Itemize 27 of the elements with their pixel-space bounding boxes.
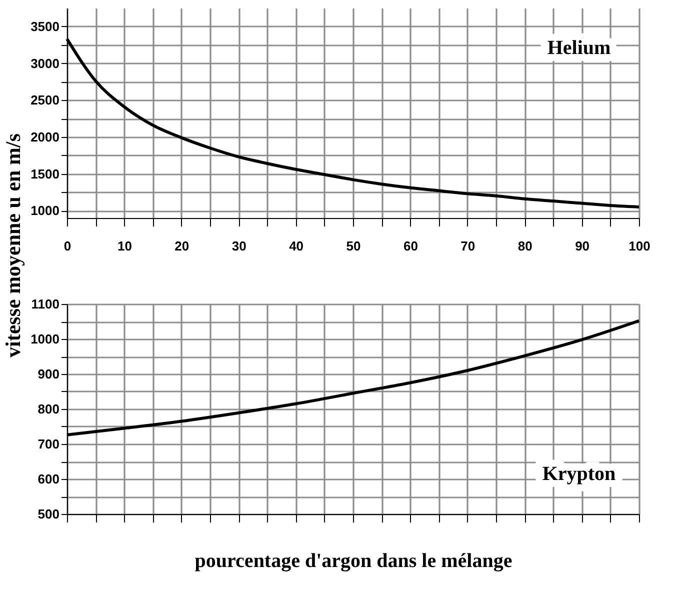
y-tick-label: 1000 — [30, 332, 60, 346]
y-tick-label: 700 — [38, 436, 60, 452]
y-tick-label: 3000 — [30, 56, 60, 71]
x-axis-title: pourcentage d'argon dans le mélange — [194, 550, 512, 572]
x-tick-label: 70 — [460, 238, 476, 254]
x-tick-label: 60 — [403, 238, 418, 254]
y-tick-label: 2500 — [30, 92, 60, 108]
y-tick-label: 1100 — [31, 296, 60, 312]
y-tick-label: 800 — [38, 402, 60, 416]
x-tick-label: 100 — [628, 238, 650, 254]
x-tick-label: 30 — [232, 238, 246, 254]
y-tick-label: 1000 — [30, 203, 60, 218]
y-tick-label: 500 — [38, 506, 60, 522]
x-tick-label: 80 — [518, 238, 532, 254]
x-tick-label: 40 — [289, 238, 304, 254]
x-tick-label: 90 — [575, 238, 590, 254]
x-tick-label: 10 — [117, 238, 132, 254]
y-tick-label: 900 — [38, 366, 60, 382]
y-tick-label: 2000 — [30, 129, 60, 144]
x-tick-label: 50 — [346, 238, 361, 254]
annotation: Helium — [547, 37, 611, 59]
y-tick-label: 600 — [38, 472, 60, 486]
y-axis-title: vitesse moyenne u en m/s — [1, 134, 25, 358]
x-tick-label: 20 — [174, 238, 190, 254]
x-tick-label: 0 — [64, 238, 72, 254]
y-tick-label: 1500 — [30, 166, 60, 182]
y-tick-label: 3500 — [30, 18, 60, 34]
